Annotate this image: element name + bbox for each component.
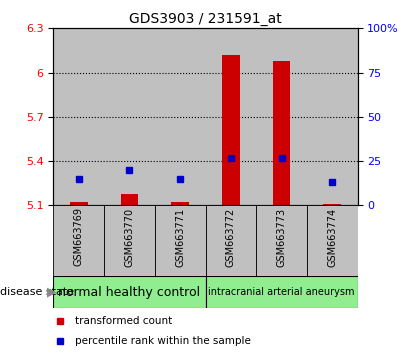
Bar xyxy=(206,276,358,308)
Bar xyxy=(206,205,256,276)
Bar xyxy=(53,28,104,205)
Bar xyxy=(120,194,139,205)
Bar xyxy=(53,205,104,276)
Title: GDS3903 / 231591_at: GDS3903 / 231591_at xyxy=(129,12,282,26)
Bar xyxy=(256,28,307,205)
Bar xyxy=(155,205,206,276)
Bar xyxy=(171,202,189,205)
Bar xyxy=(104,205,155,276)
Bar xyxy=(104,28,155,205)
Bar xyxy=(222,55,240,205)
Text: GSM663771: GSM663771 xyxy=(175,207,185,267)
Text: disease state: disease state xyxy=(0,287,74,297)
Text: transformed count: transformed count xyxy=(75,316,172,326)
Bar xyxy=(256,205,307,276)
Text: ▶: ▶ xyxy=(47,286,57,298)
Text: normal healthy control: normal healthy control xyxy=(58,286,201,298)
Text: intracranial arterial aneurysm: intracranial arterial aneurysm xyxy=(208,287,355,297)
Bar xyxy=(323,204,341,205)
Text: GSM663769: GSM663769 xyxy=(74,207,84,267)
Text: percentile rank within the sample: percentile rank within the sample xyxy=(75,336,251,346)
Text: GSM663773: GSM663773 xyxy=(277,207,286,267)
Bar xyxy=(307,28,358,205)
Bar xyxy=(307,205,358,276)
Text: GSM663774: GSM663774 xyxy=(327,207,337,267)
Bar xyxy=(53,276,206,308)
Text: GSM663770: GSM663770 xyxy=(125,207,134,267)
Bar xyxy=(70,202,88,205)
Bar xyxy=(155,28,206,205)
Bar xyxy=(206,28,256,205)
Text: GSM663772: GSM663772 xyxy=(226,207,236,267)
Bar xyxy=(272,61,291,205)
